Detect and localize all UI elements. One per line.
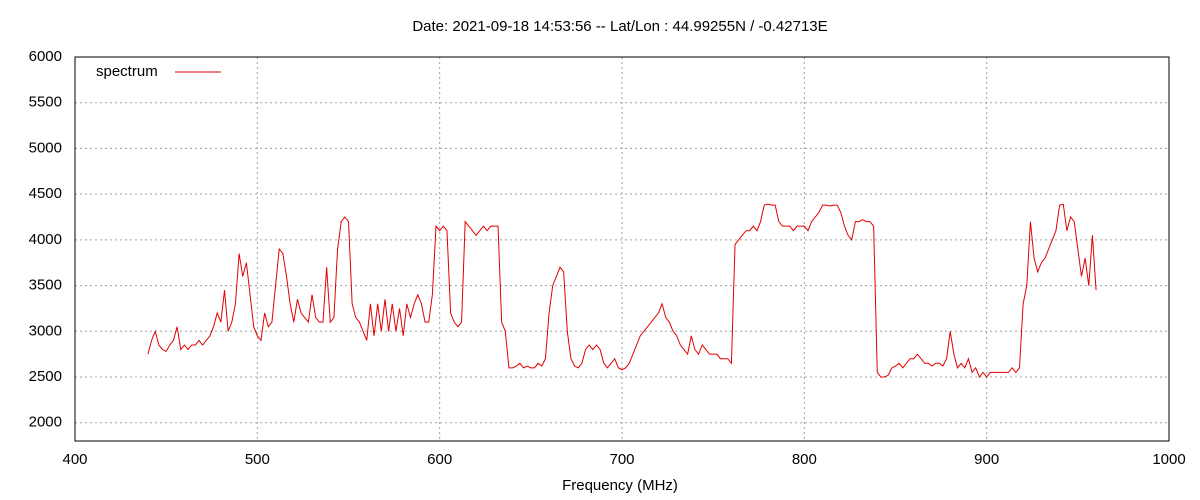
y-tick-label: 2500 [29, 368, 62, 385]
chart-title: Date: 2021-09-18 14:53:56 -- Lat/Lon : 4… [412, 18, 827, 35]
y-tick-label: 6000 [29, 48, 62, 65]
y-tick-label: 2000 [29, 414, 62, 431]
x-tick-label: 900 [974, 451, 999, 468]
x-tick-label: 1000 [1152, 451, 1185, 468]
y-tick-label: 5500 [29, 94, 62, 111]
y-tick-label: 3000 [29, 322, 62, 339]
y-tick-label: 4500 [29, 185, 62, 202]
plot-frame [74, 56, 1170, 442]
y-tick-label: 5000 [29, 139, 62, 156]
x-tick-label: 800 [792, 451, 817, 468]
x-tick-label: 700 [609, 451, 634, 468]
x-tick-label: 500 [245, 451, 270, 468]
y-tick-label: 3500 [29, 277, 62, 294]
x-axis-label: Frequency (MHz) [562, 477, 678, 494]
data-line [147, 203, 1097, 378]
legend-label: spectrum [96, 63, 158, 80]
y-tick-label: 4000 [29, 231, 62, 248]
x-tick-label: 600 [427, 451, 452, 468]
x-tick-label: 400 [62, 451, 87, 468]
